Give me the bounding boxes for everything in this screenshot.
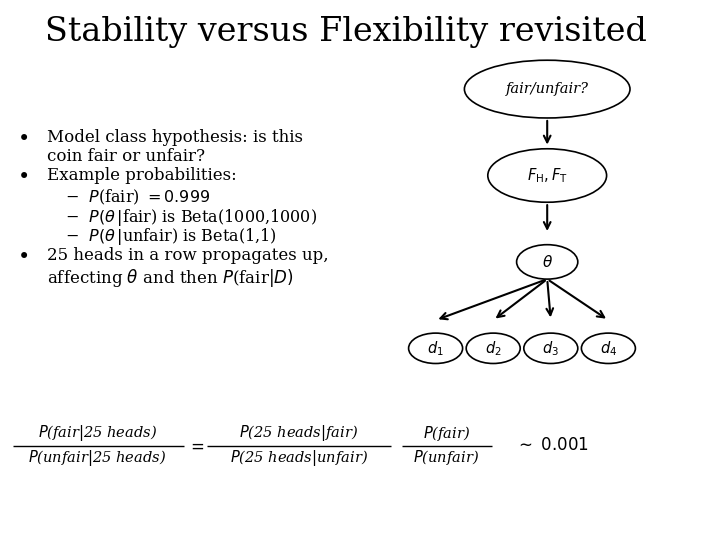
Text: $P$(unfair): $P$(unfair)	[413, 448, 480, 467]
Text: •: •	[18, 130, 30, 148]
Text: Example probabilities:: Example probabilities:	[47, 167, 237, 184]
Text: $d_2$: $d_2$	[485, 339, 502, 357]
Text: $P$(25 heads$|$fair): $P$(25 heads$|$fair)	[239, 423, 359, 443]
Text: $d_1$: $d_1$	[427, 339, 444, 357]
Text: coin fair or unfair?: coin fair or unfair?	[47, 148, 204, 165]
Text: fair/unfair?: fair/unfair?	[505, 82, 589, 96]
Text: $\sim\ 0.001$: $\sim\ 0.001$	[515, 437, 589, 454]
Text: •: •	[18, 248, 30, 267]
Text: $d_4$: $d_4$	[600, 339, 617, 357]
Text: $-$  $P(\theta\,|$fair) is Beta(1000,1000): $-$ $P(\theta\,|$fair) is Beta(1000,1000…	[65, 207, 317, 228]
Text: Stability versus Flexibility revisited: Stability versus Flexibility revisited	[45, 16, 647, 48]
Text: $=$: $=$	[187, 436, 204, 455]
Text: $P$(25 heads$|$unfair): $P$(25 heads$|$unfair)	[230, 448, 368, 468]
Text: 25 heads in a row propagates up,: 25 heads in a row propagates up,	[47, 247, 328, 264]
Text: $\theta$: $\theta$	[541, 254, 553, 270]
Text: $P$(fair$|$25 heads): $P$(fair$|$25 heads)	[37, 423, 157, 443]
Text: $d_3$: $d_3$	[542, 339, 559, 357]
Text: $-$  $P$(fair) $= 0.999$: $-$ $P$(fair) $= 0.999$	[65, 188, 210, 207]
Text: $P$(fair): $P$(fair)	[423, 424, 470, 443]
Text: $-$  $P(\theta\,|$unfair) is Beta(1,1): $-$ $P(\theta\,|$unfair) is Beta(1,1)	[65, 226, 276, 247]
Text: •: •	[18, 168, 30, 187]
Text: Model class hypothesis: is this: Model class hypothesis: is this	[47, 129, 303, 145]
Text: affecting $\theta$ and then $P$(fair$|D)$: affecting $\theta$ and then $P$(fair$|D)…	[47, 267, 293, 289]
Text: $P$(unfair$|$25 heads): $P$(unfair$|$25 heads)	[28, 448, 166, 468]
Text: $F_{\rm H},F_{\rm T}$: $F_{\rm H},F_{\rm T}$	[527, 166, 567, 185]
